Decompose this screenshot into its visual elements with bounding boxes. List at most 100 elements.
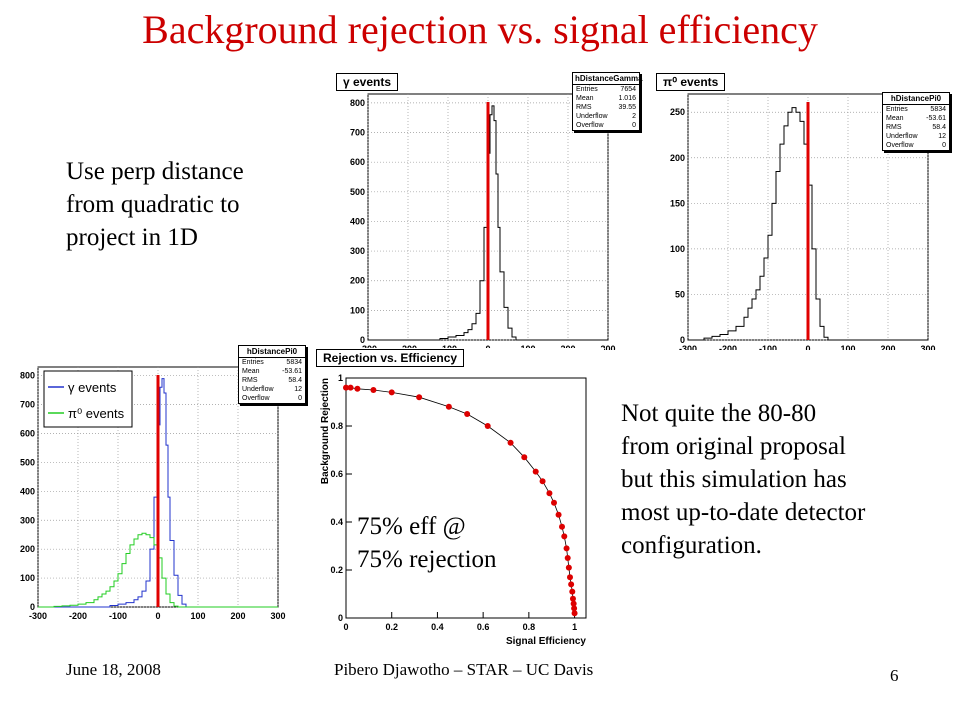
y-axis-label: Background Rejection bbox=[320, 378, 331, 484]
right-text-line: from original proposal bbox=[621, 433, 846, 460]
data-point bbox=[507, 439, 514, 446]
annotation-line: 75% eff @ bbox=[357, 513, 466, 540]
footer-date: June 18, 2008 bbox=[66, 660, 161, 679]
stats-key: Overflow bbox=[242, 395, 270, 402]
data-point bbox=[551, 499, 557, 506]
stats-key: Entries bbox=[242, 359, 264, 366]
histogram-series bbox=[38, 532, 278, 608]
y-tick-label: 0.4 bbox=[330, 517, 343, 527]
stats-key: Mean bbox=[886, 115, 904, 122]
y-tick-label: 300 bbox=[350, 246, 365, 256]
legend-box bbox=[43, 370, 133, 428]
x-tick-label: -200 bbox=[719, 344, 737, 350]
x-tick-label: 0 bbox=[343, 622, 348, 632]
data-point bbox=[521, 454, 528, 461]
data-point bbox=[567, 574, 573, 581]
y-tick-label: 0 bbox=[360, 335, 365, 345]
data-point bbox=[416, 394, 423, 401]
data-point bbox=[388, 389, 395, 396]
data-point bbox=[563, 545, 570, 552]
stats-value: 5834 bbox=[286, 359, 302, 366]
y-tick-label: 0 bbox=[680, 335, 685, 345]
x-tick-label: -200 bbox=[69, 611, 87, 621]
y-tick-label: 200 bbox=[350, 276, 365, 286]
stats-row: Underflow 2 bbox=[573, 112, 639, 121]
stats-key: Mean bbox=[242, 368, 260, 375]
y-tick-label: 600 bbox=[350, 157, 365, 167]
stats-box: hDistanceGamma Entries 7654 Mean 1.016 RMS 39.… bbox=[572, 72, 643, 131]
y-tick-label: 100 bbox=[350, 305, 365, 315]
right-text-line: most up-to-date detector bbox=[621, 499, 866, 526]
stats-key: RMS bbox=[576, 104, 592, 111]
stats-row: Entries 5834 bbox=[239, 358, 305, 367]
legend-label: γ events bbox=[68, 380, 117, 395]
stats-key: Underflow bbox=[576, 113, 608, 120]
y-tick-label: 800 bbox=[20, 371, 35, 381]
stats-key: Overflow bbox=[886, 142, 914, 149]
x-tick-label: -100 bbox=[759, 344, 777, 350]
x-tick-label: -300 bbox=[29, 611, 47, 621]
data-point bbox=[484, 423, 491, 429]
overlay-histogram-panel: -300 -200 -100 0 100 200 300 0 100 200 300 400 500 60… bbox=[2, 345, 312, 623]
y-tick-label: 700 bbox=[20, 400, 35, 410]
overlay-histogram: -300 -200 -100 0 100 200 300 0 100 200 300 400 500 60… bbox=[20, 366, 286, 621]
data-point bbox=[347, 384, 354, 391]
stats-value: 58.4 bbox=[288, 377, 302, 384]
x-tick-label: 1 bbox=[572, 622, 577, 632]
left-text-line: from quadratic to bbox=[66, 191, 240, 218]
x-axis-label: Signal Efficiency bbox=[506, 636, 586, 647]
data-point bbox=[546, 490, 553, 497]
stats-key: Underflow bbox=[886, 133, 918, 140]
stats-row: Underflow 12 bbox=[883, 132, 949, 141]
x-tick-label: 300 bbox=[270, 611, 285, 621]
stats-value: 7654 bbox=[620, 86, 636, 93]
y-tick-label: 0.2 bbox=[330, 565, 343, 575]
plot-title: γ events bbox=[336, 73, 399, 91]
x-tick-label: 200 bbox=[230, 611, 245, 621]
plot-frame bbox=[345, 377, 587, 619]
y-tick-label: 400 bbox=[350, 216, 365, 226]
left-text-line: project in 1D bbox=[66, 224, 198, 251]
y-tick-label: 700 bbox=[350, 128, 365, 138]
x-tick-label: 0.8 bbox=[523, 622, 536, 632]
data-point bbox=[343, 384, 349, 391]
data-point bbox=[570, 600, 577, 607]
x-tick-label: 0 bbox=[485, 344, 490, 350]
pi0-histogram-panel: -300 -200 -100 0 100 200 300 0 50 100 150 200 250 π⁰… bbox=[652, 72, 952, 350]
stats-value: -53.61 bbox=[282, 368, 302, 375]
x-tick-label: 0.2 bbox=[385, 622, 398, 632]
y-tick-label: 0.8 bbox=[330, 421, 343, 431]
data-point bbox=[568, 581, 575, 588]
stats-key: Entries bbox=[576, 86, 598, 93]
stats-row: RMS 58.4 bbox=[883, 123, 949, 132]
stats-row: Entries 7654 bbox=[573, 85, 639, 94]
stats-value: 0 bbox=[298, 395, 302, 402]
x-tick-label: -200 bbox=[399, 344, 417, 350]
x-tick-label: 100 bbox=[840, 344, 855, 350]
left-text-line: Use perp distance bbox=[66, 158, 244, 185]
y-tick-label: 0 bbox=[30, 602, 35, 612]
data-point bbox=[569, 595, 576, 602]
annotation-line: 75% rejection bbox=[357, 546, 497, 573]
stats-row: Mean 1.016 bbox=[573, 94, 639, 103]
x-tick-label: -100 bbox=[439, 344, 457, 350]
x-tick-label: 0.4 bbox=[431, 622, 444, 632]
x-tick-label: 300 bbox=[920, 344, 935, 350]
x-tick-label: -300 bbox=[679, 344, 697, 350]
stats-value: 58.4 bbox=[932, 124, 946, 131]
y-tick-label: 400 bbox=[20, 486, 35, 496]
histogram-series bbox=[688, 107, 928, 341]
x-tick-label: 0.6 bbox=[477, 622, 490, 632]
x-tick-label: 100 bbox=[520, 344, 535, 350]
stats-key: Mean bbox=[576, 95, 594, 102]
footer-author: Pibero Djawotho – STAR – UC Davis bbox=[334, 660, 594, 679]
data-point bbox=[571, 605, 578, 612]
y-tick-label: 250 bbox=[670, 107, 685, 117]
stats-row: Overflow 0 bbox=[573, 121, 639, 130]
x-tick-label: 200 bbox=[560, 344, 575, 350]
right-text-line: Not quite the 80-80 bbox=[621, 400, 817, 427]
stats-key: Overflow bbox=[576, 122, 604, 129]
stats-box: hDistancePi0 Entries 5834 Mean -53.61 RMS 58.4… bbox=[882, 92, 950, 151]
rejection-efficiency-plot: 0 0.2 0.4 0.6 0.8 1 0 0.2 0.4 0.6 0.8 1 Signal Effic… bbox=[320, 373, 587, 647]
y-tick-label: 100 bbox=[670, 244, 685, 254]
